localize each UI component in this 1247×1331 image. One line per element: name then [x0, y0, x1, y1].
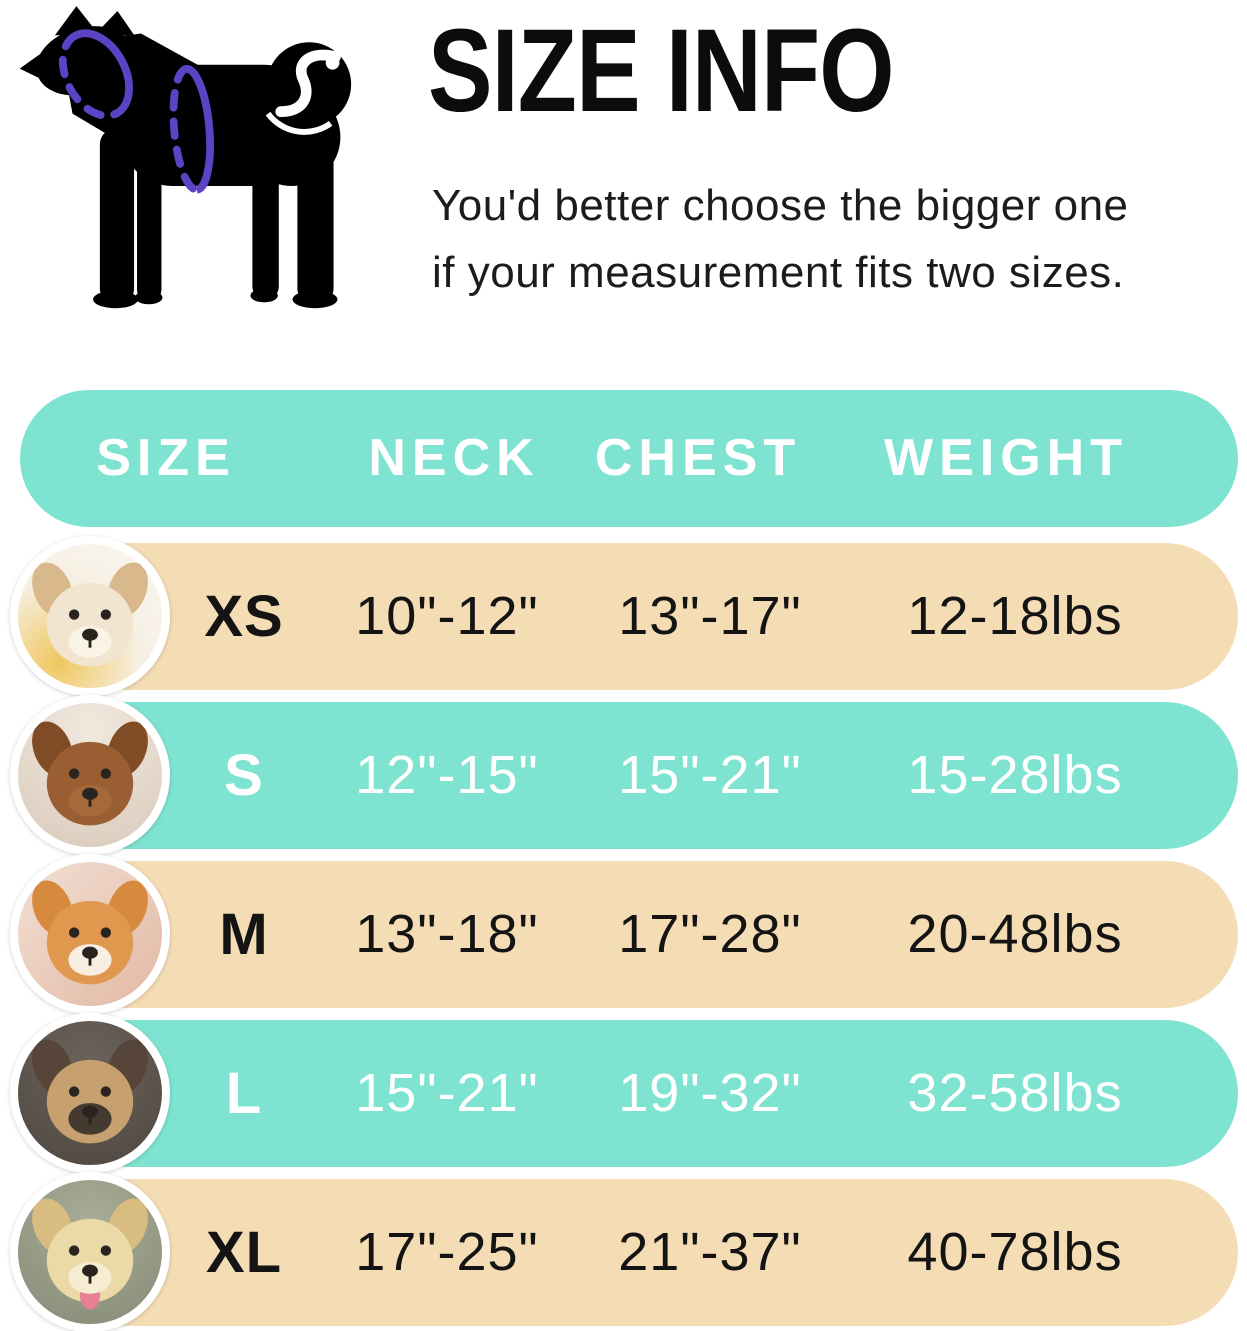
neck-cell: 15"-21": [355, 1063, 539, 1123]
weight-cell: 40-78lbs: [907, 1222, 1123, 1282]
chest-cell: 15"-21": [618, 745, 802, 805]
subtitle-line-1: You'd better choose the bigger one: [432, 181, 1129, 230]
table-row-xl: XL 17"-25" 21"-37" 40-78lbs: [0, 1172, 1247, 1331]
size-cell: S: [224, 743, 264, 808]
table-row-l: L 15"-21" 19"-32" 32-58lbs: [0, 1013, 1247, 1173]
weight-cell: 32-58lbs: [907, 1063, 1123, 1123]
table-row-s: S 12"-15" 15"-21" 15-28lbs: [0, 695, 1247, 855]
header-cell-chest: CHEST: [594, 429, 802, 487]
header-cell-weight: WEIGHT: [884, 429, 1128, 487]
header-cell-size: SIZE: [96, 429, 236, 487]
pomeranian-photo: [10, 536, 170, 696]
weight-cell: 12-18lbs: [907, 586, 1123, 646]
size-cell: L: [225, 1061, 263, 1126]
subtitle: You'd better choose the bigger one if yo…: [432, 172, 1129, 306]
shiba-inu-photo: [10, 854, 170, 1014]
tail-curl-highlight: [265, 49, 341, 135]
neck-cell: 17"-25": [355, 1222, 539, 1282]
size-table-header: SIZE NECK CHEST WEIGHT: [20, 390, 1238, 527]
neck-cell: 13"-18": [355, 904, 539, 964]
chest-cell: 17"-28": [618, 904, 802, 964]
row-pill: [55, 543, 1238, 690]
chest-cell: 13"-17": [618, 586, 802, 646]
subtitle-line-2: if your measurement fits two sizes.: [432, 248, 1125, 297]
weight-cell: 15-28lbs: [907, 745, 1123, 805]
row-pill: [55, 861, 1238, 1008]
weight-cell: 20-48lbs: [907, 904, 1123, 964]
table-row-xs: XS 10"-12" 13"-17" 12-18lbs: [0, 536, 1247, 696]
poodle-photo: [10, 695, 170, 855]
size-cell: XS: [204, 584, 284, 649]
row-pill: [55, 702, 1238, 849]
row-pill: [55, 1020, 1238, 1167]
size-cell: XL: [205, 1220, 283, 1285]
labrador-photo: [10, 1172, 170, 1331]
chest-cell: 21"-37": [618, 1222, 802, 1282]
neck-measure-loop-icon: [58, 29, 133, 120]
french-bulldog-photo: [10, 1013, 170, 1173]
page-title: SIZE INFO: [428, 5, 895, 137]
row-pill: [55, 1179, 1238, 1326]
header-cell-neck: NECK: [368, 429, 540, 487]
chest-measure-loop-icon: [169, 64, 214, 194]
neck-cell: 10"-12": [355, 586, 539, 646]
neck-cell: 12"-15": [355, 745, 539, 805]
chest-cell: 19"-32": [618, 1063, 802, 1123]
size-cell: M: [219, 902, 269, 967]
table-row-m: M 13"-18" 17"-28" 20-48lbs: [0, 854, 1247, 1014]
dog-silhouette-icon: [19, 6, 352, 309]
